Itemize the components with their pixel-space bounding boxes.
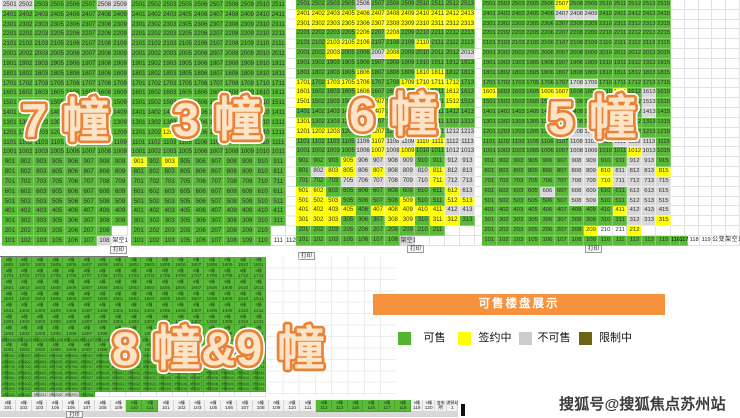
svg-text:7 幢: 7 幢 [21, 94, 110, 147]
svg-text:8 幢&9 幢: 8 幢&9 幢 [112, 322, 325, 375]
svg-text:7 幢: 7 幢 [21, 94, 110, 147]
svg-text:6 幢: 6 幢 [349, 88, 438, 141]
svg-text:5 幢: 5 幢 [548, 91, 637, 144]
svg-text:6 幢: 6 幢 [349, 88, 438, 141]
svg-text:5 幢: 5 幢 [548, 91, 637, 144]
svg-text:3 幢: 3 幢 [173, 93, 262, 146]
svg-text:8 幢&9 幢: 8 幢&9 幢 [112, 322, 325, 375]
svg-text:3 幢: 3 幢 [173, 93, 262, 146]
